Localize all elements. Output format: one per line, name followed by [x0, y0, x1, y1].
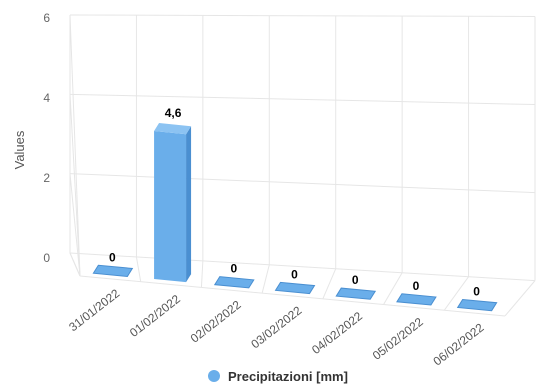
data-labels: 0 4,6 0 0 0 0 0 — [109, 106, 480, 299]
floor-gridline — [443, 276, 469, 311]
floor-front-edge — [79, 275, 506, 317]
data-label: 4,6 — [165, 106, 182, 120]
floor-gridline — [69, 252, 81, 277]
grid — [69, 14, 536, 317]
x-tick-label: 03/02/2022 — [248, 303, 304, 351]
h-gridline — [69, 173, 536, 194]
floor-gridline — [135, 256, 142, 282]
side-gridline — [69, 94, 81, 277]
bar-top — [154, 122, 192, 135]
bar-side — [186, 126, 192, 283]
y-tick-label: 0 — [43, 251, 50, 265]
floor-gridline — [504, 280, 536, 317]
bar-flat[interactable] — [396, 293, 437, 306]
y-axis-ticks: 0 2 4 6 — [43, 11, 50, 265]
y-tick-label: 4 — [43, 91, 50, 105]
data-label: 0 — [291, 267, 298, 281]
h-gridline — [69, 93, 536, 106]
side-gridline — [69, 173, 81, 277]
data-label: 0 — [352, 273, 359, 287]
y-tick-label: 2 — [43, 171, 50, 185]
bars — [92, 122, 498, 312]
side-gridline — [69, 14, 81, 277]
legend-label: Precipitazioni [mm] — [228, 369, 348, 384]
x-tick-label: 02/02/2022 — [188, 297, 244, 345]
bar-flat[interactable] — [213, 276, 255, 289]
data-label: 0 — [109, 250, 116, 264]
bar-front[interactable] — [154, 130, 187, 283]
floor-gridline — [322, 268, 337, 300]
x-tick-label: 04/02/2022 — [309, 309, 365, 357]
data-label: 0 — [413, 279, 420, 293]
x-tick-label: 06/02/2022 — [431, 320, 487, 368]
floor-gridline — [261, 264, 270, 294]
x-tick-label: 31/01/2022 — [66, 286, 122, 334]
h-gridline — [69, 252, 536, 282]
data-label: 0 — [230, 262, 237, 276]
bar-flat[interactable] — [274, 281, 316, 295]
x-tick-label: 05/02/2022 — [370, 315, 426, 363]
h-gridline — [69, 14, 536, 17]
x-tick-label: 01/02/2022 — [127, 292, 183, 340]
y-axis-title: Values — [12, 130, 27, 169]
bar-flat[interactable] — [456, 298, 498, 312]
legend[interactable]: Precipitazioni [mm] — [208, 369, 348, 384]
bar-flat[interactable] — [335, 287, 377, 300]
floor-gridline — [383, 272, 403, 305]
data-label: 0 — [473, 284, 480, 298]
legend-marker — [208, 370, 220, 382]
y-tick-label: 6 — [43, 11, 50, 25]
bar-flat[interactable] — [92, 264, 134, 277]
floor-gridline — [200, 260, 204, 288]
